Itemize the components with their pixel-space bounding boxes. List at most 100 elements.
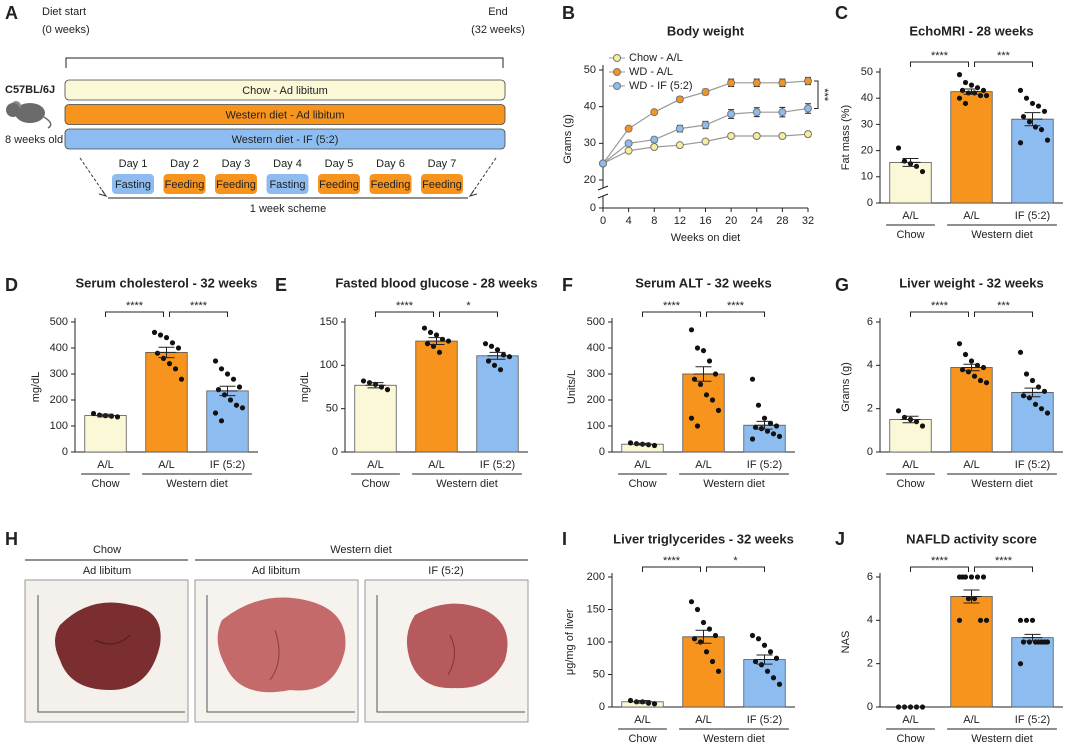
x-tick-label: 16 xyxy=(699,215,711,227)
chart-title: Fasted blood glucose - 28 weeks xyxy=(335,275,537,290)
arrow-head xyxy=(98,189,108,197)
error-bar xyxy=(754,420,775,430)
group-label: Chow xyxy=(628,733,656,745)
marker xyxy=(701,121,710,129)
data-point xyxy=(694,606,701,613)
chart-title: Liver triglycerides - 32 weeks xyxy=(613,531,794,546)
bar xyxy=(354,384,397,453)
group-label: Chow xyxy=(628,478,656,490)
x-tick-label: A/L xyxy=(634,459,651,471)
significance-label: **** xyxy=(190,300,208,312)
data-point xyxy=(108,413,115,419)
significance-bracket xyxy=(706,566,765,572)
data-point xyxy=(971,373,978,379)
diet-label: Western diet - Ad libitum xyxy=(225,109,344,121)
data-point xyxy=(776,681,783,687)
data-point xyxy=(974,574,981,580)
day-state: Feeding xyxy=(165,179,205,191)
data-point xyxy=(776,433,783,439)
data-point xyxy=(1026,119,1033,125)
significance-label: **** xyxy=(931,300,949,312)
day-label: Day 3 xyxy=(222,158,251,170)
scheme-label: 1 week scheme xyxy=(250,203,326,215)
x-tick-label: 20 xyxy=(725,215,737,227)
panel-letter: J xyxy=(835,529,845,549)
data-point xyxy=(919,704,926,710)
bar xyxy=(476,355,519,453)
y-tick-label: 0 xyxy=(590,202,596,214)
legend-marker xyxy=(613,54,621,62)
x-tick-label: A/L xyxy=(97,459,114,471)
y-tick-label: 6 xyxy=(867,316,873,328)
group-label: Chow xyxy=(93,544,121,556)
group-label: Chow xyxy=(91,478,119,490)
panel-letter: B xyxy=(562,3,575,23)
panel-letter: A xyxy=(5,3,18,23)
x-tick-label: IF (5:2) xyxy=(1015,714,1050,726)
data-point xyxy=(764,668,771,674)
y-tick-label: 30 xyxy=(861,118,873,130)
significance-label: **** xyxy=(931,50,949,62)
data-point xyxy=(697,639,704,645)
significance-label: **** xyxy=(663,555,681,567)
arrow xyxy=(79,157,107,197)
panel-a: A Diet start (0 weeks) End (32 weeks) C5… xyxy=(5,3,525,215)
significance-label: **** xyxy=(126,300,144,312)
data-point xyxy=(114,414,121,420)
marker xyxy=(650,143,659,151)
data-point xyxy=(962,100,969,107)
chart-title: EchoMRI - 28 weeks xyxy=(909,23,1033,38)
data-point xyxy=(651,701,658,707)
data-point xyxy=(488,343,495,349)
data-point xyxy=(901,158,908,164)
data-point xyxy=(919,168,926,175)
error-bar xyxy=(156,346,177,359)
x-tick-label: IF (5:2) xyxy=(747,459,782,471)
diet-label: Western diet - IF (5:2) xyxy=(232,134,339,146)
y-tick-label: 40 xyxy=(584,101,596,113)
y-tick-label: 100 xyxy=(320,359,338,371)
data-point xyxy=(360,378,367,384)
data-point xyxy=(761,642,768,648)
data-point xyxy=(709,397,716,403)
data-point xyxy=(758,662,765,668)
y-axis-label: mg/dL xyxy=(299,372,311,403)
liver-photo xyxy=(194,579,359,723)
significance-bracket xyxy=(974,311,1033,317)
day-state: Feeding xyxy=(371,179,411,191)
data-point xyxy=(1035,384,1042,390)
significance-label: **** xyxy=(663,300,681,312)
y-tick-label: 40 xyxy=(861,92,873,104)
x-axis-label: Weeks on diet xyxy=(671,232,741,244)
day-box xyxy=(369,174,412,194)
y-axis-label: mg/dL xyxy=(30,372,42,403)
mouse-icon xyxy=(6,101,52,129)
x-tick-label: A/L xyxy=(634,714,651,726)
day-box xyxy=(318,174,360,194)
significance-bracket xyxy=(105,311,164,317)
x-tick-label: IF (5:2) xyxy=(1015,210,1050,222)
data-point xyxy=(749,436,756,442)
marker xyxy=(804,104,812,113)
panel-h: H Chow Western diet Ad libitum Ad libitu… xyxy=(5,529,529,723)
y-tick-label: 150 xyxy=(587,603,605,615)
marker xyxy=(778,108,787,117)
data-point xyxy=(1020,393,1027,399)
data-point xyxy=(983,380,990,386)
group-label: Chow xyxy=(896,229,924,241)
axis-break xyxy=(597,185,609,199)
marker xyxy=(701,88,710,96)
bar xyxy=(145,352,188,453)
data-point xyxy=(230,376,237,382)
y-tick-label: 2 xyxy=(867,658,873,670)
y-tick-label: 20 xyxy=(861,145,873,157)
error-bar xyxy=(1022,633,1043,642)
chart-title: NAFLD activity score xyxy=(906,531,1037,546)
y-tick-label: 0 xyxy=(332,446,338,458)
photo-label: Ad libitum xyxy=(252,565,300,577)
error-bar xyxy=(961,589,982,604)
data-point xyxy=(627,440,634,446)
data-point xyxy=(1038,406,1045,412)
bar xyxy=(84,415,127,453)
